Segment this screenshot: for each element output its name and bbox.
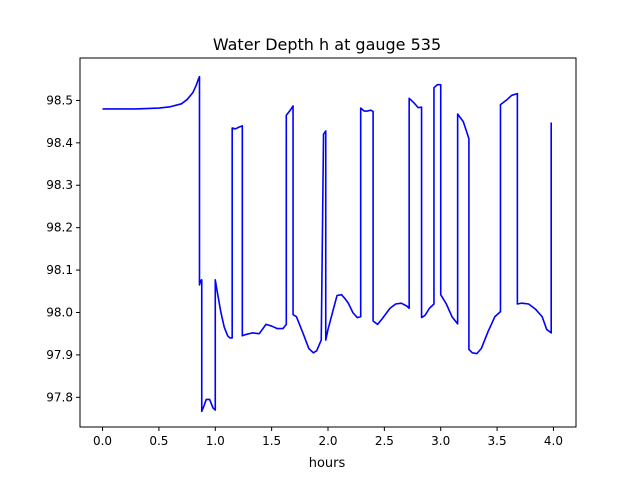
y-tick-label: 97.8: [46, 390, 73, 404]
y-tick-label: 98.5: [46, 93, 73, 107]
y-tick-label: 98.1: [46, 263, 73, 277]
x-tick-label: 2.5: [375, 434, 394, 448]
y-tick-label: 98.3: [46, 178, 73, 192]
y-tick-label: 97.9: [46, 348, 73, 362]
x-tick-label: 2.0: [318, 434, 337, 448]
chart-title: Water Depth h at gauge 535: [213, 35, 441, 54]
y-axis: 97.8 97.9 98.0 98.1 98.2 98.3 98.4 98.5: [46, 93, 80, 404]
x-tick-label: 0.0: [93, 434, 112, 448]
x-tick-label: 1.0: [206, 434, 225, 448]
x-axis-label: hours: [309, 456, 346, 471]
plot-frame: [79, 57, 577, 428]
y-tick-label: 98.2: [46, 221, 73, 235]
y-tick-label: 98.0: [46, 305, 73, 319]
x-axis: 0.0 0.5 1.0 1.5 2.0 2.5 3.0 3.5 4.0: [93, 427, 563, 448]
x-tick-label: 3.5: [488, 434, 507, 448]
x-tick-label: 3.0: [431, 434, 450, 448]
series-line-1: [102, 75, 553, 413]
x-tick-label: 1.5: [262, 434, 281, 448]
x-tick-label: 4.0: [544, 434, 563, 448]
y-tick-label: 98.4: [46, 136, 73, 150]
x-tick-label: 0.5: [149, 434, 168, 448]
plot-area: [79, 57, 577, 428]
